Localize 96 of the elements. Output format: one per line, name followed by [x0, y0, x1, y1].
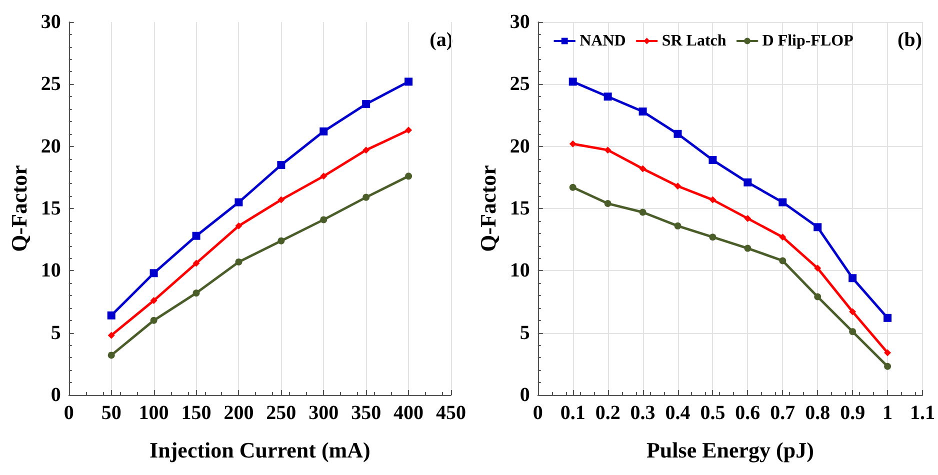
y-tick-label: 5 — [50, 322, 61, 344]
point — [234, 198, 243, 206]
y-tick-label: 0 — [520, 384, 530, 406]
y-tick-label: 5 — [520, 322, 530, 344]
point — [709, 234, 716, 241]
point — [107, 311, 116, 320]
x-tick-label: 0.3 — [630, 402, 656, 424]
y-tick-label: 30 — [40, 11, 61, 33]
y-tick-label: 30 — [510, 11, 530, 33]
x-tick-label: 250 — [266, 402, 296, 424]
point — [278, 196, 285, 204]
y-tick-label: 20 — [510, 135, 530, 158]
point — [277, 160, 286, 169]
legend-label: NAND — [580, 32, 626, 50]
x-tick-label: 300 — [308, 402, 339, 424]
point — [884, 349, 892, 356]
x-tick-label: 0.6 — [735, 402, 760, 424]
point — [709, 196, 716, 204]
x-tick-label: 0.7 — [770, 402, 796, 424]
x-tick-label: 1.1 — [910, 402, 935, 424]
point — [639, 165, 646, 172]
point — [674, 222, 682, 230]
point — [744, 214, 752, 222]
point — [320, 127, 328, 136]
point — [744, 178, 752, 186]
x-tick-label: 0.8 — [805, 402, 830, 424]
x-tick-label: 400 — [394, 402, 424, 424]
point — [849, 328, 856, 336]
point — [235, 222, 242, 230]
point — [604, 146, 612, 154]
point — [814, 223, 822, 232]
y-tick-label: 10 — [510, 260, 530, 282]
point — [884, 314, 892, 322]
point — [884, 362, 892, 370]
x-axis-title: Injection Current (mA) — [150, 438, 370, 462]
point — [779, 257, 786, 264]
point — [404, 78, 413, 86]
point — [708, 156, 717, 164]
point — [674, 182, 682, 190]
point — [405, 126, 412, 134]
x-tick-label: 0.5 — [700, 402, 726, 424]
point — [278, 237, 285, 244]
point — [814, 293, 822, 300]
x-tick-label: 0.4 — [665, 402, 690, 424]
point — [320, 172, 328, 180]
x-tick-label: 450 — [436, 402, 466, 424]
point — [192, 260, 200, 267]
point — [150, 316, 158, 324]
point — [604, 92, 612, 101]
point — [235, 258, 242, 266]
point — [362, 146, 370, 154]
point — [604, 200, 612, 208]
point — [848, 274, 857, 282]
y-tick-label: 10 — [40, 260, 61, 282]
y-tick-label: 15 — [40, 198, 61, 220]
point — [778, 198, 787, 206]
x-tick-label: 0.2 — [595, 402, 620, 424]
annotation: (b) — [898, 29, 922, 51]
y-tick-label: 15 — [510, 198, 530, 220]
legend-label: D Flip-FLOP — [762, 32, 854, 50]
point — [568, 78, 577, 86]
x-tick-label: 200 — [224, 402, 254, 424]
x-tick-label: 0.1 — [560, 402, 586, 424]
point — [638, 108, 647, 116]
point — [779, 234, 786, 241]
point — [362, 194, 370, 201]
point — [674, 130, 682, 138]
point — [362, 100, 370, 108]
y-tick-label: 20 — [40, 135, 61, 158]
point — [849, 308, 856, 316]
point — [569, 140, 576, 148]
x-axis-title: Pulse Energy (pJ) — [646, 438, 814, 462]
x-tick-label: 100 — [138, 402, 169, 424]
point — [744, 244, 752, 252]
point — [320, 216, 328, 224]
legend-label: SR Latch — [662, 32, 726, 50]
point — [108, 352, 115, 359]
point — [814, 264, 822, 272]
y-tick-label: 25 — [40, 73, 61, 96]
y-axis-title: Q-Factor — [6, 164, 32, 252]
point — [639, 208, 646, 216]
point — [405, 172, 412, 180]
x-tick-label: 1 — [882, 402, 893, 424]
x-tick-label: 350 — [351, 402, 382, 424]
point — [150, 297, 158, 304]
y-tick-label: 0 — [50, 384, 61, 406]
x-tick-label: 0.9 — [840, 402, 866, 424]
x-tick-label: 150 — [181, 402, 212, 424]
x-tick-label: 50 — [101, 402, 122, 424]
y-tick-label: 25 — [510, 73, 530, 96]
point — [108, 332, 115, 339]
y-axis-title: Q-Factor — [476, 164, 500, 252]
point — [569, 184, 576, 191]
point — [192, 290, 200, 297]
point — [192, 232, 200, 240]
point — [150, 269, 158, 278]
